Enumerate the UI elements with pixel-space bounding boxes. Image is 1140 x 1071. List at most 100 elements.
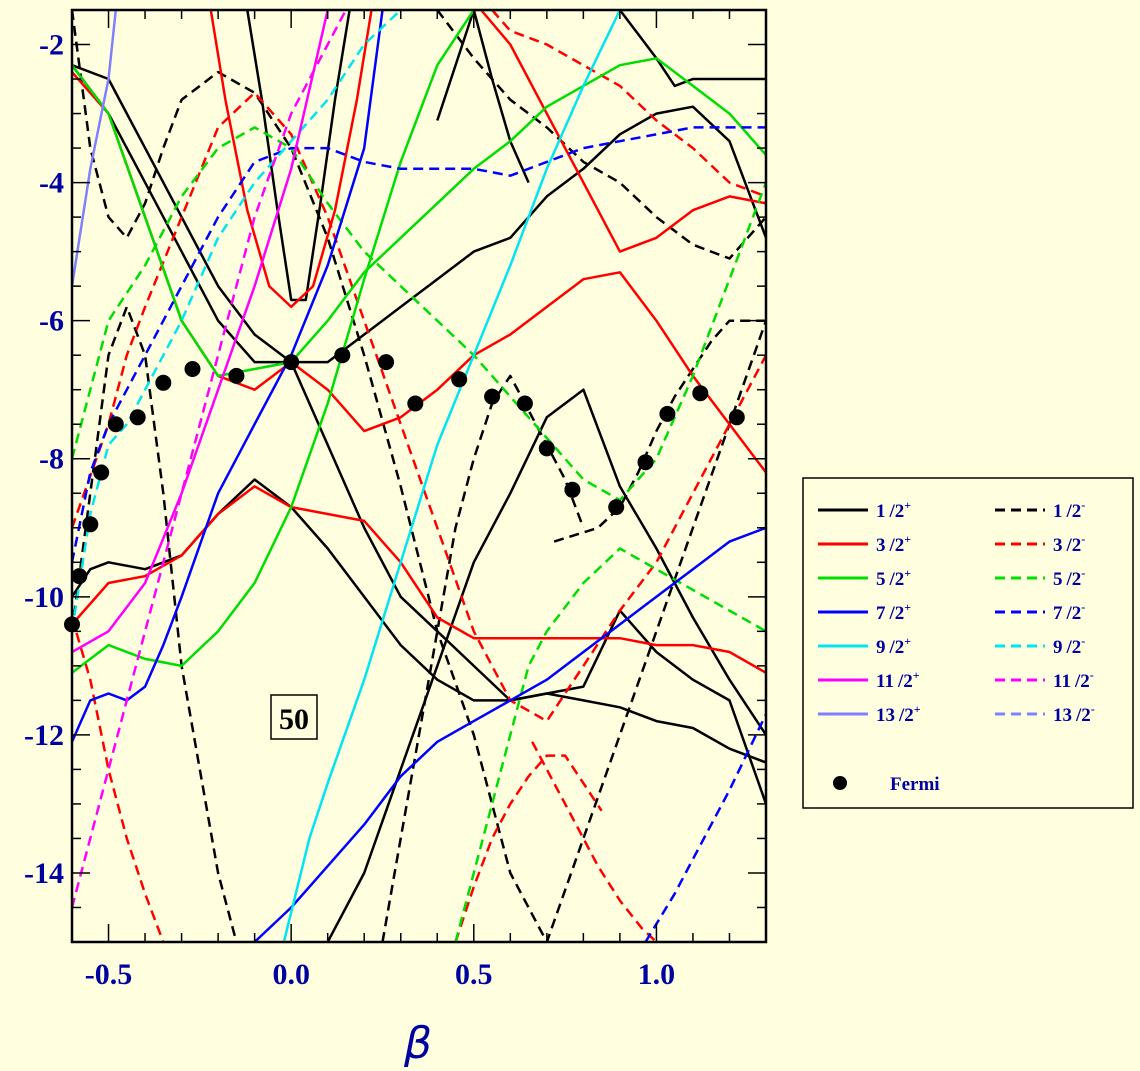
- legend-label-num: 1: [876, 501, 886, 522]
- fermi-point-4: [107, 416, 124, 433]
- series-line-30: [72, 10, 402, 632]
- fermi-point-14: [484, 388, 501, 405]
- legend-label-parity: +: [914, 702, 921, 716]
- legend-entry-3: 3/2-: [995, 532, 1085, 556]
- legend: 1/2+ 1/2-3/2+ 3/2-5/2+ 5/2-7/2+ 7/2-9/2+ 9/2-…: [802, 477, 1134, 809]
- y-tick-label-2: -6: [39, 305, 64, 338]
- legend-entry-2: 3/2+: [818, 532, 911, 556]
- legend-label-den: /2: [1066, 569, 1082, 590]
- series-line-33: [72, 10, 118, 287]
- legend-entry-5: 5/2-: [995, 566, 1085, 590]
- plot-frame: [70, 8, 768, 944]
- fermi-markers: [64, 347, 745, 633]
- legend-label-den: /2: [1066, 501, 1082, 522]
- fermi-point-2: [82, 516, 99, 533]
- fermi-point-20: [659, 405, 676, 422]
- legend-label: 13/2-: [1053, 702, 1095, 726]
- legend-label-num: 9: [1053, 637, 1063, 658]
- series-line-6: [326, 388, 766, 942]
- legend-label-num: 5: [876, 569, 886, 590]
- series-line-8: [72, 305, 238, 942]
- fermi-point-3: [93, 464, 110, 481]
- series-line-7: [72, 10, 766, 942]
- legend-entry-10: 11/2+: [818, 668, 920, 692]
- legend-label-num: 11: [1053, 671, 1071, 692]
- legend-entry-1: 1/2-: [995, 498, 1085, 522]
- legend-label-den: /2: [1066, 535, 1082, 556]
- legend-label: 1/2+: [876, 498, 911, 522]
- legend-label-den: /2: [889, 603, 905, 624]
- fermi-point-19: [637, 454, 654, 471]
- fermi-point-12: [407, 395, 424, 412]
- legend-label-num: 3: [876, 535, 886, 556]
- series-line-22: [72, 10, 511, 674]
- legend-label-den: /2: [1075, 705, 1091, 726]
- series-line-20: [491, 10, 766, 198]
- legend-label-num: 5: [1053, 569, 1063, 590]
- series-line-21: [72, 57, 766, 378]
- fermi-point-13: [451, 371, 468, 388]
- legend-label-parity: -: [1091, 702, 1095, 716]
- y-tick-label-5: -12: [24, 719, 64, 752]
- legend-label-parity: -: [1081, 634, 1085, 648]
- fermi-point-1: [71, 568, 88, 585]
- legend-entry-6: 7/2+: [818, 600, 911, 624]
- legend-label-parity: +: [904, 566, 911, 580]
- legend-entry-0: 1/2+: [818, 498, 911, 522]
- legend-label-parity: +: [904, 532, 911, 546]
- legend-label-parity: +: [904, 600, 911, 614]
- legend-label-den: /2: [889, 535, 905, 556]
- series-line-27: [72, 126, 766, 563]
- series-line-10: [381, 374, 585, 942]
- legend-label: 9/2+: [876, 634, 911, 658]
- fermi-point-8: [228, 367, 245, 384]
- y-tick-label-3: -8: [39, 443, 64, 476]
- legend-entry-12: 13/2+: [818, 702, 921, 726]
- x-tick-label-2: 0.5: [455, 958, 493, 991]
- legend-label-den: /2: [1066, 637, 1082, 658]
- legend-entry-8: 9/2+: [818, 634, 911, 658]
- legend-label-parity: -: [1081, 566, 1085, 580]
- series-line-28: [644, 713, 766, 942]
- legend-label-parity: -: [1081, 498, 1085, 512]
- x-tick-label-3: 1.0: [638, 958, 676, 991]
- legend-fermi-label: Fermi: [890, 774, 940, 795]
- axis-ticks: [71, 9, 767, 943]
- legend-label-parity: +: [913, 668, 920, 682]
- legend-frame: [802, 477, 1134, 809]
- legend-label: 13/2+: [876, 702, 921, 726]
- fermi-point-10: [334, 347, 351, 364]
- legend-fermi-marker: [833, 776, 847, 790]
- legend-label-num: 1: [1053, 501, 1063, 522]
- series-line-19: [531, 741, 658, 942]
- series-line-13: [72, 485, 766, 674]
- fermi-point-18: [608, 499, 625, 516]
- series-line-1: [72, 64, 766, 364]
- series-line-24: [454, 547, 766, 942]
- fermi-point-5: [129, 409, 146, 426]
- legend-label: 3/2+: [876, 532, 911, 556]
- legend-label-den: /2: [1066, 603, 1082, 624]
- series-line-17: [72, 617, 165, 942]
- fermi-point-16: [538, 440, 555, 457]
- legend-entry-4: 5/2+: [818, 566, 911, 590]
- series-line-14: [209, 10, 373, 309]
- fermi-point-17: [564, 481, 581, 498]
- legend-label-num: 13: [876, 705, 895, 726]
- x-tick-label-0: -0.5: [85, 958, 133, 991]
- legend-label-num: 9: [876, 637, 886, 658]
- legend-label-num: 7: [876, 603, 886, 624]
- fermi-point-11: [378, 354, 395, 371]
- legend-label-den: /2: [1074, 671, 1090, 692]
- legend-label-num: 11: [876, 671, 894, 692]
- legend-label: 7/2-: [1053, 600, 1085, 624]
- legend-label-den: /2: [889, 637, 905, 658]
- legend-label: 3/2-: [1053, 532, 1085, 556]
- series-line-29: [282, 10, 712, 942]
- fermi-point-9: [283, 354, 300, 371]
- legend-label: 9/2-: [1053, 634, 1085, 658]
- series-line-25: [72, 10, 384, 743]
- legend-entry-7: 7/2-: [995, 600, 1085, 624]
- legend-label: 1/2-: [1053, 498, 1085, 522]
- series-line-26: [253, 526, 766, 942]
